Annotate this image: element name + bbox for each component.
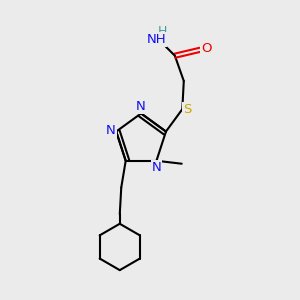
Text: N: N bbox=[106, 124, 116, 136]
Text: NH: NH bbox=[146, 33, 166, 46]
Text: H: H bbox=[158, 25, 167, 38]
Text: S: S bbox=[184, 103, 192, 116]
Text: N: N bbox=[152, 161, 161, 174]
Text: N: N bbox=[136, 100, 146, 113]
Text: O: O bbox=[201, 42, 211, 55]
